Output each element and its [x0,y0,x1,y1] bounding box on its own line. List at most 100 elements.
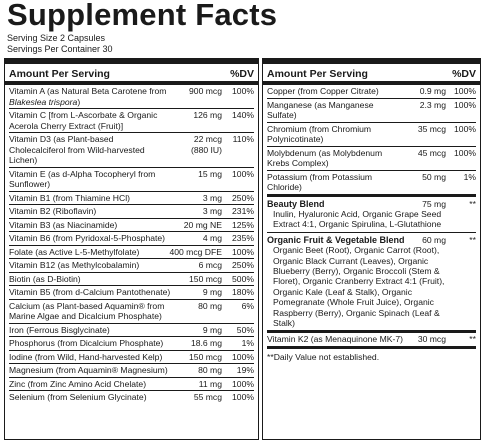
nutrient-row: Chromium (from Chromium Polynicotinate) … [267,123,476,147]
nutrient-amount: 80 mg [198,300,222,311]
nutrient-dv: 250% [232,260,254,270]
nutrient-row: Vitamin B1 (from Thiamine HCl) 3 mg 250% [9,192,254,205]
nutrient-name: Phosphorus (from Dicalcium Phosphate) [9,338,164,348]
blend-amount: 75 mg [422,198,446,209]
nutrient-name: Folate (as Active L-5-Methylfolate) [9,246,140,257]
nutrient-dv: 100% [232,168,254,179]
nutrient-dv: 110% [232,134,254,144]
nutrient-amount: 3 mg [202,192,222,203]
blend-ingredients: Inulin, Hyaluronic Acid, Organic Grape S… [273,208,442,230]
nutrient-row: Iron (Ferrous Bisglycinate) 9 mg 50% [9,324,254,337]
nutrient-amount: 4 mg [202,233,222,243]
nutrient-dv: 1% [463,171,476,182]
nutrient-dv: 180% [232,287,254,297]
blend-dv: ** [469,198,476,209]
blend-ingredients: Organic Beet (Root), Organic Carrot (Roo… [273,245,445,328]
footnote: **Daily Value not established. [267,351,380,362]
nutrient-name: Magnesium (from Aquamin® Magnesium) [9,365,168,375]
nutrient-dv: 500% [232,273,254,284]
nutrient-amount: 150 mcg [189,273,222,284]
nutrient-amount: 3 mg [202,206,222,216]
nutrient-amount: 30 mcg [417,334,446,345]
nutrient-name: Zinc (from Zinc Amino Acid Chelate) [9,378,147,389]
nutrient-row: Biotin (as D-Biotin) 150 mcg 500% [9,273,254,286]
nutrient-dv: 19% [236,365,254,375]
nutrient-name: Iron (Ferrous Bisglycinate) [9,324,110,335]
nutrient-row: Vitamin A (as Natural Beta Carotene from… [9,85,254,109]
nutrient-dv: ** [469,334,476,345]
serving-size: Serving Size 2 Capsules [7,33,106,43]
nutrient-amount: 45 mcg [417,147,446,158]
nutrient-amount: 900 mcg [189,86,222,96]
blend-amount: 60 mg [422,234,446,245]
amount-per-serving-label: Amount Per Serving [9,68,110,80]
nutrient-row: Folate (as Active L-5-Methylfolate) 400 … [9,246,254,259]
nutrient-row: Vitamin B5 (from d-Calcium Pantothenate)… [9,286,254,300]
nutrient-amount: 55 mcg [193,392,222,402]
nutrient-amount: 150 mcg [189,351,222,362]
nutrient-name: Chromium (from Chromium Polynicotinate) [267,123,372,145]
nutrient-row: Vitamin D3 (as Plant-based Cholecalcifer… [9,133,254,168]
blend-title: Organic Fruit & Vegetable Blend [267,234,405,245]
nutrient-row: Vitamin C [from L-Ascorbate & Organic Ac… [9,109,254,133]
right-facts-panel: Amount Per Serving %DV Copper (from Copp… [262,58,481,440]
nutrient-name: Vitamin K2 (as Menaquinone MK-7) [267,334,403,345]
nutrient-amount: 9 mg [202,287,222,297]
nutrient-name: Vitamin B3 (as Niacinamide) [9,219,118,230]
nutrient-dv: 235% [232,233,254,243]
nutrient-name: Vitamin B5 (from d-Calcium Pantothenate) [9,287,171,297]
nutrient-row: Molybdenum (as Molybdenum Krebs Complex)… [267,147,476,171]
nutrient-dv: 250% [232,192,254,203]
nutrient-row: Potassium (from Potassium Chloride) 50 m… [267,171,476,197]
nutrient-amount: 15 mg [198,168,222,179]
nutrient-dv: 1% [241,338,254,348]
nutrient-amount: 22 mcg (880 IU) [190,134,222,155]
nutrient-row: Vitamin B2 (Riboflavin) 3 mg 231% [9,205,254,219]
beauty-blend: Beauty Blend 75 mg ** Inulin, Hyaluronic… [267,197,476,233]
servings-per-container: Servings Per Container 30 [7,44,113,54]
nutrient-name: Vitamin A (as Natural Beta Carotene from… [9,86,167,107]
right-header: Amount Per Serving %DV [263,59,480,85]
blend-dv: ** [469,234,476,245]
nutrient-name: Vitamin C [from L-Ascorbate & Organic Ac… [9,110,158,131]
nutrient-dv: 231% [232,206,254,216]
nutrient-amount: 35 mcg [417,123,446,134]
nutrient-name: Biotin (as D-Biotin) [9,273,81,284]
nutrient-name: Selenium (from Selenium Glycinate) [9,392,147,402]
nutrient-dv: 100% [232,246,254,257]
page-title: Supplement Facts [7,0,278,32]
nutrient-name: Potassium (from Potassium Chloride) [267,171,373,193]
nutrient-amount: 0.9 mg [419,86,446,96]
nutrient-dv: 100% [232,392,254,402]
nutrient-row: Phosphorus (from Dicalcium Phosphate) 18… [9,337,254,351]
nutrient-row: Iodine (from Wild, Hand-harvested Kelp) … [9,351,254,364]
nutrient-name: Molybdenum (as Molybdenum Krebs Complex) [267,147,383,169]
nutrient-amount: 18.6 mg [190,338,222,348]
nutrient-dv: 100% [232,86,254,96]
nutrient-row: Vitamin B3 (as Niacinamide) 20 mg NE 125… [9,219,254,232]
dv-label: %DV [230,68,254,80]
nutrient-dv: 6% [241,300,254,311]
nutrient-name: Vitamin B2 (Riboflavin) [9,206,97,216]
nutrient-dv: 100% [232,351,254,362]
nutrient-name: Manganese (as Manganese Sulfate) [267,99,374,121]
left-rows: Vitamin A (as Natural Beta Carotene from… [9,85,254,404]
nutrient-dv: 125% [232,219,254,230]
nutrient-row: Vitamin B12 (as Methylcobalamin) 6 mcg 2… [9,259,254,273]
left-facts-panel: Amount Per Serving %DV Vitamin A (as Nat… [4,58,259,440]
nutrient-dv: 100% [232,378,254,389]
nutrient-row: Manganese (as Manganese Sulfate) 2.3 mg … [267,99,476,123]
nutrient-name: Iodine (from Wild, Hand-harvested Kelp) [9,351,163,362]
nutrient-amount: 9 mg [202,324,222,335]
fruit-vegetable-blend: Organic Fruit & Vegetable Blend 60 mg **… [267,233,476,334]
nutrient-name: Vitamin D3 (as Plant-based Cholecalcifer… [9,134,145,165]
nutrient-name: Vitamin B1 (from Thiamine HCl) [9,192,130,203]
nutrient-dv: 100% [454,123,476,134]
nutrient-row: Copper (from Copper Citrate) 0.9 mg 100% [267,85,476,99]
nutrient-amount: 20 mg NE [183,219,222,230]
nutrient-name: Vitamin E (as d-Alpha Tocopheryl from Su… [9,168,156,190]
left-header: Amount Per Serving %DV [5,59,258,85]
blend-title: Beauty Blend [267,198,325,209]
nutrient-amount: 2.3 mg [419,99,446,110]
nutrient-dv: 140% [232,110,254,120]
